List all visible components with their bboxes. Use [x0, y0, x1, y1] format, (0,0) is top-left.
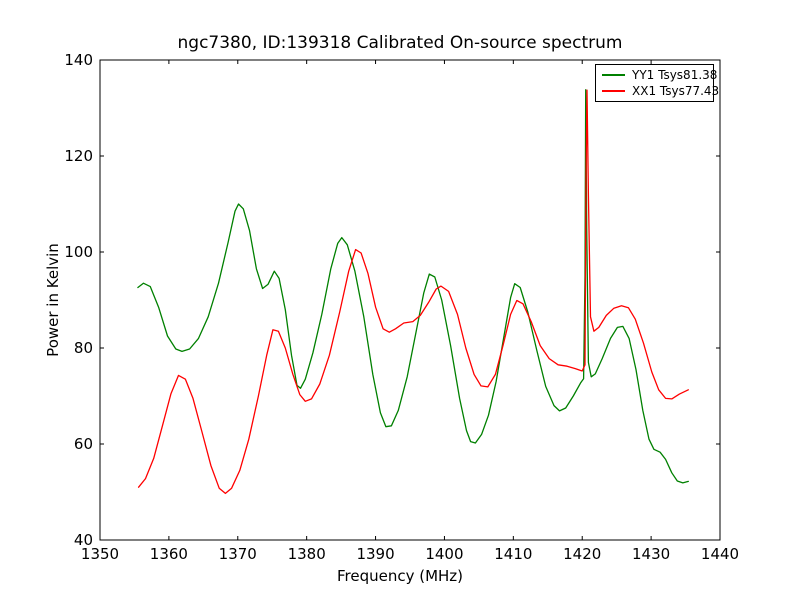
x-axis-label: Frequency (MHz)	[336, 567, 464, 585]
x-tick-label: 1400	[425, 545, 463, 563]
y-tick-label: 80	[74, 339, 93, 357]
xx1-legend-label: XX1 Tsys77.43	[632, 84, 720, 98]
legend-item-xx1: XX1 Tsys77.43	[596, 83, 719, 99]
y-tick-label: 100	[64, 243, 93, 261]
x-tick-label: 1420	[563, 545, 601, 563]
yy1-legend-label: YY1 Tsys81.38	[632, 68, 718, 82]
y-tick-label: 60	[74, 435, 93, 453]
x-tick-label: 1430	[632, 545, 670, 563]
series-line-yy1	[137, 89, 689, 484]
axes-frame	[99, 59, 721, 541]
x-tick-label: 1380	[288, 545, 326, 563]
x-tick-label: 1360	[150, 545, 188, 563]
y-tick-label: 40	[74, 531, 93, 549]
legend: YY1 Tsys81.38 XX1 Tsys77.43	[595, 64, 719, 102]
x-tick-label: 1350	[81, 545, 119, 563]
yy1-line-swatch	[602, 74, 625, 76]
x-tick-label: 1370	[219, 545, 257, 563]
x-tick-label: 1390	[356, 545, 394, 563]
series-line-xx1	[137, 89, 689, 495]
x-tick-label: 1410	[494, 545, 532, 563]
chart-title: ngc7380, ID:139318 Calibrated On-source …	[177, 33, 623, 53]
x-tick-label: 1440	[701, 545, 739, 563]
legend-item-yy1: YY1 Tsys81.38	[596, 67, 717, 83]
y-axis-label: Power in Kelvin	[44, 243, 62, 357]
xx1-line-swatch	[602, 90, 625, 92]
y-tick-label: 120	[64, 147, 93, 165]
y-tick-label: 140	[64, 51, 93, 69]
